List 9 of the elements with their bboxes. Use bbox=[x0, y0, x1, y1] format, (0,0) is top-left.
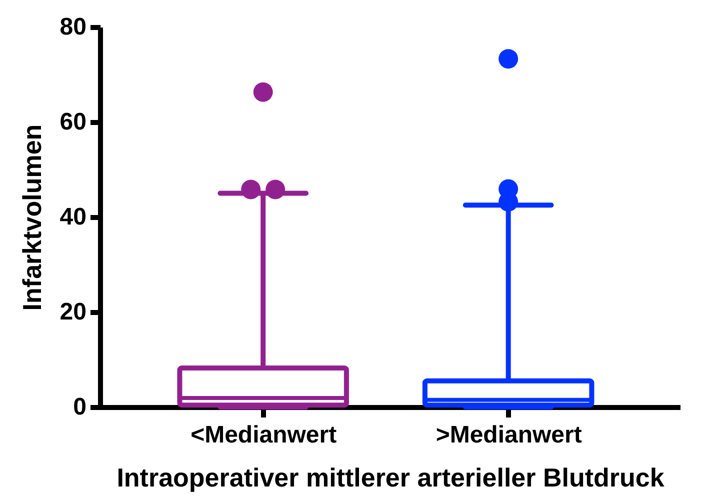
y-tick-label: 60 bbox=[60, 108, 86, 136]
x-tick-label: >Medianwert bbox=[436, 422, 582, 448]
x-tick-label: <Medianwert bbox=[190, 422, 337, 448]
x-axis-title: Intraoperativer mittlerer arterieller Blutdruck bbox=[116, 462, 665, 492]
y-tick-label: 40 bbox=[60, 204, 86, 230]
y-axis-title: Infarktvolumen bbox=[16, 124, 47, 311]
y-tick-label: 20 bbox=[60, 298, 86, 326]
y-tick-label: 0 bbox=[73, 394, 86, 420]
y-tick-label: 80 bbox=[60, 14, 86, 40]
